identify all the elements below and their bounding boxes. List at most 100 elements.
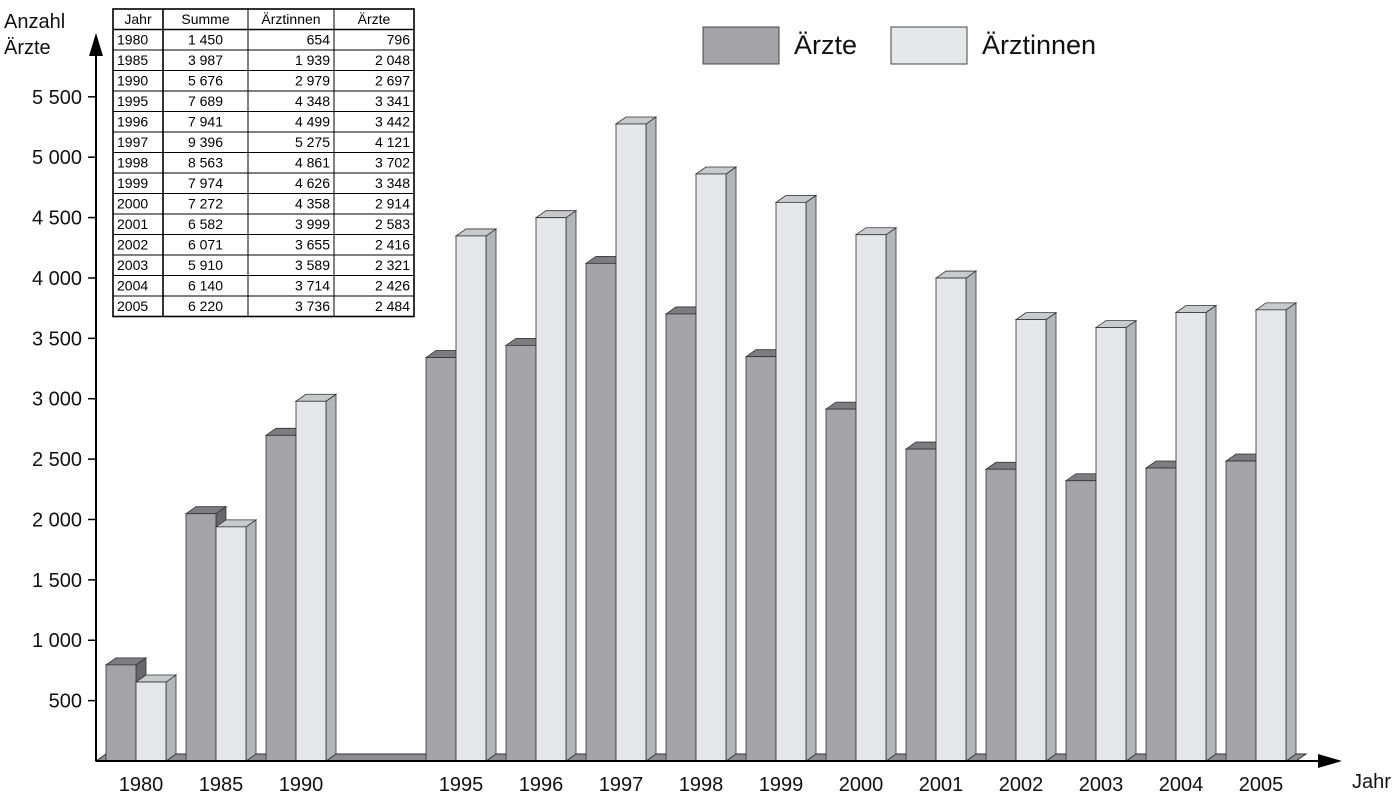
y-tick-label-3000: 3 000 (32, 389, 82, 411)
bar-aerztinnen-1980 (134, 674, 178, 762)
table-cell: 796 (387, 32, 411, 48)
table-cell: 1996 (117, 114, 148, 130)
x-tick-label-1998: 1998 (679, 774, 724, 795)
table-cell: 7 974 (188, 175, 223, 191)
legend-swatch-aerztinnen (890, 26, 968, 65)
table-cell: 2004 (117, 278, 148, 294)
y-tick-label-2500: 2 500 (32, 449, 82, 471)
table-cell: 3 442 (375, 114, 410, 130)
bar-aerztinnen-1990 (294, 393, 338, 762)
table-cell: 7 689 (188, 93, 223, 109)
table-cell: 3 702 (375, 155, 410, 171)
legend-swatch-aerzte (702, 26, 780, 65)
table-cell: 2002 (117, 237, 148, 253)
bar-aerztinnen-1998 (694, 166, 738, 762)
bar-aerztinnen-2004 (1174, 304, 1218, 762)
table-cell: 8 563 (188, 155, 223, 171)
table-cell: 654 (307, 32, 331, 48)
bar-aerztinnen-2005 (1254, 302, 1298, 762)
table-cell: 9 396 (188, 134, 223, 150)
table-cell: 5 910 (188, 257, 223, 273)
table-cell: 2 979 (295, 73, 330, 89)
table-header-3: Ärzte (358, 11, 391, 27)
x-ticks: 1980 1985 1990 1995 1996 1997 1998 1999 2000 2001… (119, 774, 1284, 795)
table-cell: 1 939 (295, 52, 330, 68)
axes-layer (89, 33, 1342, 768)
table-cell: 4 861 (295, 155, 330, 171)
x-tick-label-1999: 1999 (759, 774, 804, 795)
table-cell: 7 272 (188, 196, 223, 212)
table-cell: 2000 (117, 196, 148, 212)
x-tick-label-2001: 2001 (919, 774, 964, 795)
y-axis-title-line2: Ärzte (4, 37, 51, 59)
table-cell: 2 416 (375, 237, 410, 253)
table-cell: 3 589 (295, 257, 330, 273)
data-table: Jahr Summe Ärztinnen Ärzte 1980 1 450 654 796 19… (112, 8, 415, 318)
table-cell: 1999 (117, 175, 148, 191)
bar-aerztinnen-1999 (774, 194, 818, 762)
table-cell: 5 275 (295, 134, 330, 150)
table-cell: 3 999 (295, 216, 330, 232)
y-tick-label-5000: 5 000 (32, 147, 82, 169)
table-header-1: Summe (181, 11, 229, 27)
table-cell: 6 582 (188, 216, 223, 232)
bar-aerztinnen-2003 (1094, 319, 1138, 762)
x-tick-label-1985: 1985 (199, 774, 244, 795)
table-cell: 1990 (117, 73, 148, 89)
table-cell: 6 071 (188, 237, 223, 253)
table-cell: 1980 (117, 32, 148, 48)
table-cell: 3 736 (295, 298, 330, 314)
bar-aerztinnen-1996 (534, 209, 578, 762)
legend-label-aerzte: Ärzte (794, 30, 857, 60)
table-cell: 2 914 (375, 196, 410, 212)
y-tick-label-4000: 4 000 (32, 268, 82, 290)
legend-label-aerztinnen: Ärztinnen (982, 30, 1096, 60)
x-tick-label-2003: 2003 (1079, 774, 1124, 795)
table-cell: 6 140 (188, 278, 223, 294)
x-tick-label-2004: 2004 (1159, 774, 1204, 795)
legend: Ärzte Ärztinnen (702, 26, 1096, 65)
table-cell: 4 358 (295, 196, 330, 212)
y-tick-label-4500: 4 500 (32, 208, 82, 230)
x-tick-label-1995: 1995 (439, 774, 484, 795)
bar-aerztinnen-1997 (614, 116, 658, 762)
table-cell: 2 321 (375, 257, 410, 273)
table-header-0: Jahr (124, 11, 152, 27)
x-tick-label-2002: 2002 (999, 774, 1044, 795)
table-cell: 3 714 (295, 278, 330, 294)
table-cell: 2 484 (375, 298, 410, 314)
bar-aerztinnen-2002 (1014, 311, 1058, 762)
y-tick-label-3500: 3 500 (32, 328, 82, 350)
table-frame (112, 8, 415, 318)
table-cell: 1998 (117, 155, 148, 171)
x-tick-label-1980: 1980 (119, 774, 164, 795)
x-tick-label-1997: 1997 (599, 774, 644, 795)
x-tick-label-2000: 2000 (839, 774, 884, 795)
table-cell: 2 697 (375, 73, 410, 89)
table-cell: 2 583 (375, 216, 410, 232)
x-tick-label-1996: 1996 (519, 774, 564, 795)
x-tick-label-1990: 1990 (279, 774, 324, 795)
bar-aerztinnen-2000 (854, 226, 898, 762)
table-cell: 7 941 (188, 114, 223, 130)
table-cell: 1997 (117, 134, 148, 150)
table-cell: 4 499 (295, 114, 330, 130)
table-cell: 5 676 (188, 73, 223, 89)
y-tick-label-1000: 1 000 (32, 630, 82, 652)
table-cell: 1995 (117, 93, 148, 109)
table-cell: 3 987 (188, 52, 223, 68)
x-axis-arrow (1318, 754, 1342, 768)
table-cell: 1985 (117, 52, 148, 68)
bar-aerztinnen-2001 (934, 270, 978, 762)
y-axis-arrow (89, 33, 103, 56)
table-cell: 3 655 (295, 237, 330, 253)
table-cell: 4 626 (295, 175, 330, 191)
x-axis-title: Jahr (1352, 771, 1391, 793)
y-tick-label-2000: 2 000 (32, 509, 82, 531)
table-cell: 4 121 (375, 134, 410, 150)
table-header-2: Ärztinnen (261, 11, 320, 27)
y-axis-title-line1: Anzahl (4, 11, 65, 33)
bar-aerztinnen-1995 (454, 228, 498, 762)
table-cell: 6 220 (188, 298, 223, 314)
bar-aerztinnen-1985 (214, 519, 258, 762)
